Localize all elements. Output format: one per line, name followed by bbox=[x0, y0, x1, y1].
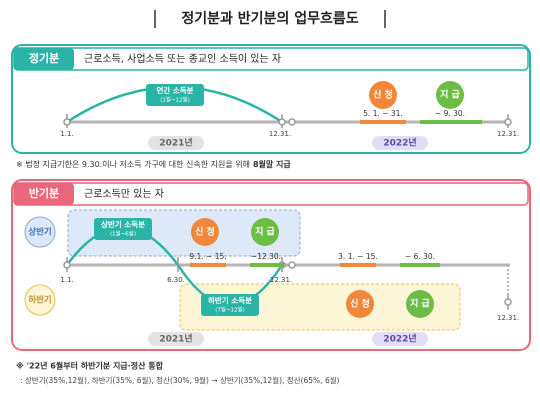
regular-box bbox=[11, 44, 531, 154]
regular-target: 근로소득, 사업소득 또는 종교인 소득이 있는 자 bbox=[84, 52, 281, 65]
apply-bar bbox=[360, 120, 406, 124]
semiannual-note-title: ※ '22년 6월부터 하반기분 지급·정산 통합 bbox=[16, 361, 164, 371]
regular-note: ※ 법정 지급기한은 9.30.이나 저소득 가구에 대한 신속한 지원을 위해… bbox=[16, 159, 291, 169]
income-label-text: 하반기 소득분 bbox=[208, 295, 252, 305]
year: 2022년 bbox=[383, 333, 416, 345]
pay: 지 급 bbox=[440, 89, 460, 101]
date: 12.31. bbox=[497, 314, 519, 322]
apply-circle bbox=[346, 290, 374, 318]
apply-circle bbox=[191, 218, 219, 246]
title: 정기분과 반기분의 업무흐름도 bbox=[181, 10, 358, 27]
semiannual-note-detail: : 상반기(35%,12월), 하반기(35%, 6월), 정산(30%, 9월… bbox=[20, 375, 340, 385]
endpoint bbox=[288, 261, 296, 269]
income-label bbox=[94, 218, 152, 240]
pay-circle bbox=[406, 290, 434, 318]
apply-period: 5. 1. ~ 31. bbox=[363, 109, 403, 118]
apply: 신 청 bbox=[373, 89, 393, 101]
second-half-badge bbox=[24, 284, 56, 316]
year: 2022년 bbox=[383, 137, 416, 149]
semiannual-tab bbox=[14, 183, 74, 205]
year-pill bbox=[148, 332, 204, 346]
first-half-label: 상반기 bbox=[28, 227, 51, 238]
date: 1.1. bbox=[60, 130, 73, 138]
pay: 지 급 bbox=[410, 298, 430, 310]
income-label bbox=[201, 294, 259, 316]
endpoint bbox=[63, 261, 71, 269]
apply-period: 3. 1. ~ 15. bbox=[338, 252, 378, 261]
pay: 지 급 bbox=[255, 226, 275, 238]
endpoint bbox=[504, 298, 512, 306]
pay-circle bbox=[251, 218, 279, 246]
apply: 신 청 bbox=[195, 226, 215, 238]
income-label-text: 연간 소득분 bbox=[156, 85, 193, 95]
first-half-badge bbox=[24, 216, 56, 248]
second-half-label: 하반기 bbox=[28, 295, 51, 306]
semiannual-target: 근로소득만 있는 자 bbox=[84, 188, 164, 200]
regular-tab-text: 정기분 bbox=[29, 51, 59, 65]
semiannual-tab-text: 반기분 bbox=[29, 186, 59, 200]
date: 1.1. bbox=[60, 276, 73, 284]
year: 2021년 bbox=[159, 137, 192, 149]
pay-bar bbox=[250, 263, 284, 267]
apply: 신 청 bbox=[350, 298, 370, 310]
apply-bar bbox=[340, 263, 376, 267]
endpoint bbox=[278, 118, 286, 126]
date: 12.31. bbox=[497, 130, 519, 138]
year-pill bbox=[372, 332, 428, 346]
pay-bar bbox=[400, 263, 440, 267]
pay-bar bbox=[420, 120, 482, 124]
endpoint bbox=[63, 118, 71, 126]
endpoint bbox=[504, 118, 512, 126]
pay-period: ~ 6. 30. bbox=[405, 252, 435, 261]
income-period: (7월~12월) bbox=[215, 306, 245, 314]
date: 6.30. bbox=[167, 276, 185, 284]
pay-period: ~12.30. bbox=[251, 252, 281, 261]
pay-circle bbox=[436, 81, 464, 109]
date: 12.31. bbox=[269, 130, 291, 138]
apply-period: 9.1. ~ 15. bbox=[189, 252, 226, 261]
note-emphasis: 8월말 지급 bbox=[253, 159, 291, 169]
apply-circle bbox=[369, 81, 397, 109]
income-label bbox=[146, 84, 204, 106]
income-label-text: 상반기 소득분 bbox=[101, 219, 145, 229]
endpoint bbox=[288, 118, 296, 126]
pay-period: ~ 9. 30. bbox=[435, 109, 465, 118]
note-text: ※ 법정 지급기한은 9.30.이나 저소득 가구에 대한 신속한 지원을 위해 bbox=[16, 159, 250, 169]
year-pill bbox=[148, 136, 204, 150]
regular-tab bbox=[14, 48, 74, 70]
date: 12.31. bbox=[270, 276, 292, 284]
income-period: (1월~12월) bbox=[160, 96, 190, 104]
year-pill bbox=[372, 136, 428, 150]
apply-bar bbox=[190, 263, 226, 267]
year: 2021년 bbox=[159, 333, 192, 345]
income-period: (1월~6월) bbox=[110, 230, 136, 238]
